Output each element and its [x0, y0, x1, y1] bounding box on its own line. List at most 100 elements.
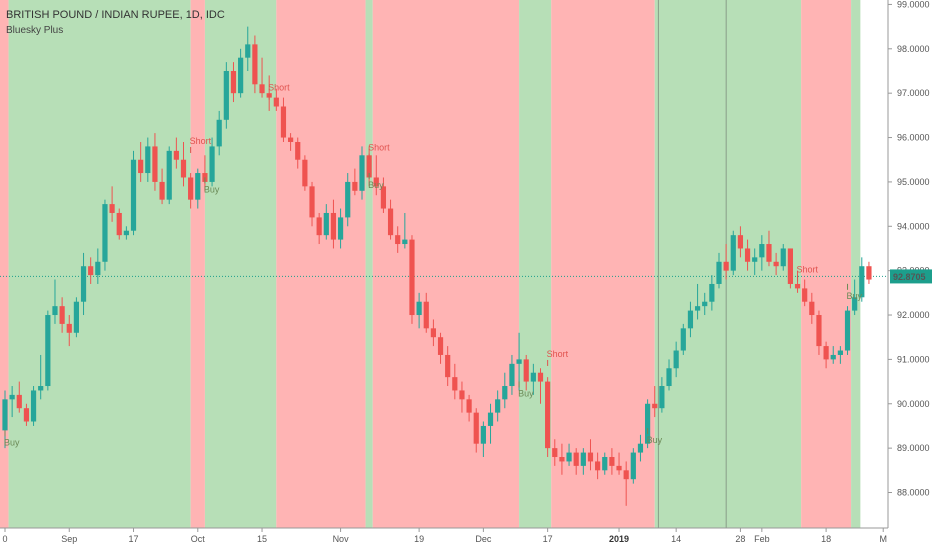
- candle-body: [9, 394, 15, 400]
- xtick-label: 19: [414, 534, 424, 544]
- ytick-label: 94.0000: [897, 221, 930, 231]
- time-axis-bg: [0, 528, 932, 550]
- candle-body: [466, 399, 472, 413]
- candle-body: [694, 306, 701, 311]
- candle-body: [380, 186, 387, 209]
- candle-body: [330, 212, 337, 240]
- candle-body: [38, 386, 44, 391]
- xtick-label: Feb: [754, 534, 770, 544]
- candle-body: [195, 173, 201, 200]
- ytick-label: 98.0000: [897, 44, 930, 54]
- signal-short-label: Short: [547, 349, 569, 359]
- candle-body: [587, 452, 594, 462]
- candle-body: [259, 84, 265, 94]
- candle-body: [88, 266, 94, 276]
- candle-body: [102, 204, 108, 262]
- xtick-label: 28: [735, 534, 745, 544]
- ytick-label: 88.0000: [897, 488, 930, 498]
- candle-body: [759, 244, 765, 258]
- candle-body: [273, 97, 279, 107]
- candle-body: [830, 354, 836, 360]
- signal-buy-label: Buy: [204, 184, 220, 194]
- candle-body: [452, 377, 458, 391]
- candle-body: [52, 306, 58, 316]
- zone-green: [365, 0, 373, 528]
- candle-body: [859, 266, 865, 298]
- candle-body: [430, 328, 436, 338]
- candle-body: [345, 181, 351, 218]
- candle-body: [702, 301, 708, 307]
- candle-body: [359, 155, 365, 191]
- candle-body: [487, 412, 494, 426]
- candle-body: [59, 306, 65, 324]
- xtick-label: 15: [257, 534, 267, 544]
- zone-red: [276, 0, 366, 528]
- candle-body: [852, 297, 858, 311]
- candle-body: [530, 372, 536, 382]
- xtick-label: 17: [543, 534, 553, 544]
- candle-body: [844, 310, 851, 351]
- zone-green: [519, 0, 552, 528]
- candle-body: [645, 403, 651, 444]
- candle-body: [302, 159, 308, 187]
- ytick-label: 95.0000: [897, 177, 930, 187]
- candle-body: [423, 301, 429, 329]
- candle-body: [166, 150, 172, 200]
- signal-short-label: Short: [268, 83, 290, 93]
- candle-body: [309, 186, 315, 218]
- candle-body: [866, 266, 872, 280]
- candle-body: [323, 212, 329, 236]
- candle-body: [502, 386, 508, 400]
- xtick-label: Sep: [61, 534, 77, 544]
- candle-body: [45, 315, 51, 387]
- candle-body: [116, 212, 122, 236]
- candle-body: [659, 386, 665, 409]
- candle-body: [752, 257, 758, 262]
- candle-body: [837, 350, 843, 355]
- candle-body: [730, 235, 736, 271]
- candle-body: [409, 239, 415, 316]
- candle-body: [787, 248, 793, 284]
- candle-body: [180, 159, 187, 178]
- candle-body: [552, 448, 558, 458]
- candle-body: [523, 359, 529, 382]
- signal-short-label: Short: [190, 136, 212, 146]
- candle-body: [152, 146, 158, 182]
- candle-body: [823, 346, 829, 360]
- candle-body: [780, 248, 786, 267]
- candle-body: [687, 310, 694, 329]
- candle-body: [509, 363, 515, 387]
- indicator-name: Bluesky Plus: [6, 25, 64, 36]
- candle-body: [130, 159, 137, 231]
- candle-body: [773, 261, 779, 267]
- candle-body: [209, 146, 215, 182]
- candle-body: [595, 461, 601, 471]
- candle-body: [109, 204, 115, 213]
- candle-body: [680, 328, 686, 351]
- candle-body: [252, 44, 258, 85]
- candles: [2, 26, 872, 506]
- candle-body: [809, 301, 815, 316]
- candle-body: [744, 248, 751, 262]
- xtick-label: 18: [821, 534, 831, 544]
- candle-body: [437, 337, 444, 355]
- candle-body: [238, 57, 244, 94]
- signal-labels: Buy Short Buy Short Short Buy Buy Short Buy Short…: [4, 83, 863, 448]
- candle-body: [159, 181, 165, 200]
- candle-body: [223, 70, 229, 120]
- candle-body: [637, 443, 644, 453]
- signal-buy-label: Buy: [518, 388, 534, 398]
- signal-short-label: Short: [368, 143, 390, 153]
- candle-body: [623, 470, 629, 480]
- candle-body: [280, 106, 287, 138]
- candle-body: [66, 323, 72, 333]
- candle-body: [616, 465, 622, 471]
- candle-body: [545, 381, 551, 449]
- candle-body: [716, 261, 722, 284]
- candle-body: [816, 315, 822, 347]
- signal-buy-label: Buy: [647, 435, 663, 445]
- ytick-label: 89.0000: [897, 443, 930, 453]
